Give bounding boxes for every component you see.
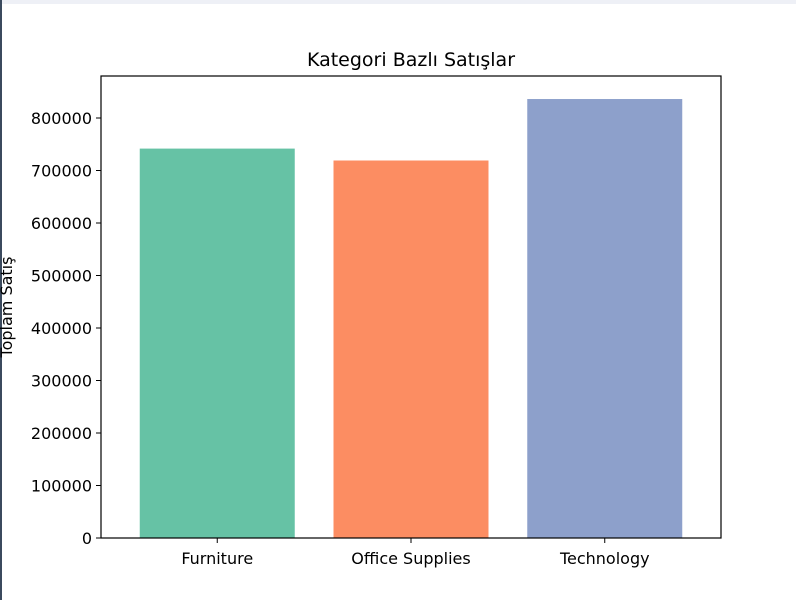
- x-tick-label: Technology: [559, 549, 650, 568]
- bar-furniture: [139, 148, 295, 538]
- chart-title: Kategori Bazlı Satışlar: [307, 49, 515, 71]
- y-tick-label: 600000: [31, 214, 92, 233]
- x-tick-label: Office Supplies: [351, 549, 470, 568]
- bar-office-supplies: [333, 160, 489, 539]
- bar-technology: [527, 99, 683, 538]
- y-tick-label: 0: [82, 529, 92, 548]
- y-tick-label: 400000: [31, 319, 92, 338]
- y-tick-label: 800000: [31, 109, 92, 128]
- y-axis-label: Toplam Satış: [0, 257, 16, 359]
- x-axis: Furniture Office Supplies Technology: [181, 538, 650, 568]
- left-border-strip: [0, 0, 2, 600]
- y-tick-label: 200000: [31, 424, 92, 443]
- y-tick-label: 500000: [31, 267, 92, 286]
- y-tick-label: 100000: [31, 477, 92, 496]
- x-tick-label: Furniture: [181, 549, 253, 568]
- bars-group: [139, 99, 683, 539]
- top-border-strip: [0, 0, 796, 4]
- y-tick-label: 700000: [31, 162, 92, 181]
- y-tick-label: 300000: [31, 372, 92, 391]
- axes-frame: [100, 75, 722, 539]
- y-axis: 0 100000 200000 300000 400000 500000 600000 700…: [31, 109, 101, 548]
